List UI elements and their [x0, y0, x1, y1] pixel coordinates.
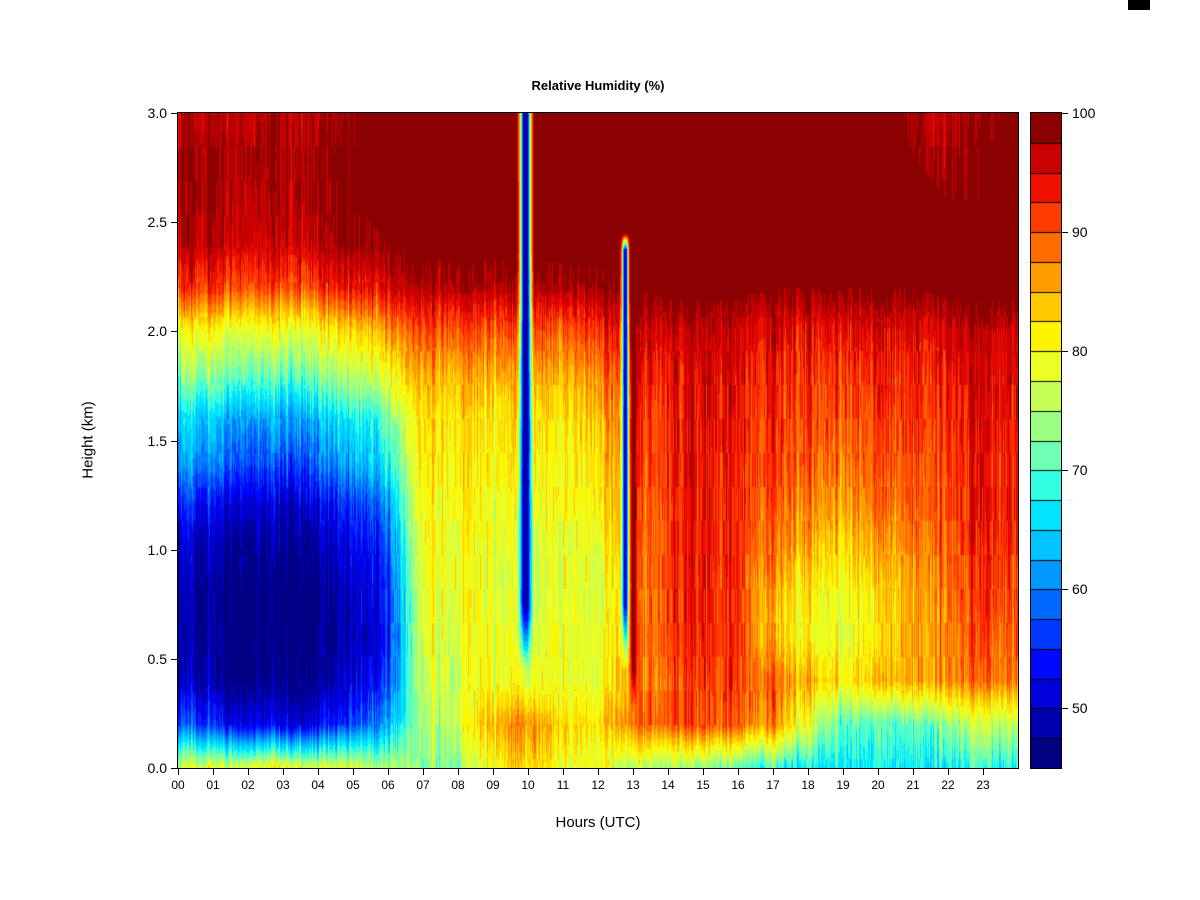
x-tick-label: 11 [556, 778, 570, 792]
x-tick-label: 23 [976, 778, 990, 792]
x-tick-label: 01 [206, 778, 220, 792]
x-tick [843, 769, 844, 775]
x-tick [808, 769, 809, 775]
x-tick-label: 07 [416, 778, 430, 792]
colorbar-tick-label: 80 [1072, 343, 1088, 360]
y-tick-label: 3.0 [147, 105, 167, 121]
x-tick [353, 769, 354, 775]
x-tick-label: 18 [801, 778, 815, 792]
colorbar-tick-label: 70 [1072, 462, 1088, 479]
y-tick-label: 2.0 [147, 323, 167, 340]
x-tick [493, 769, 494, 775]
x-tick [248, 769, 249, 775]
x-tick-label: 21 [906, 778, 920, 792]
colorbar-tick [1062, 708, 1068, 710]
x-tick [948, 769, 949, 775]
colorbar-tick-label: 50 [1072, 700, 1088, 717]
corner-mark [1128, 0, 1150, 10]
colorbar-tick-label: 100 [1072, 105, 1096, 121]
x-tick [178, 769, 179, 775]
colorbar-tick [1062, 589, 1068, 591]
x-tick-label: 20 [871, 778, 885, 792]
y-tick [171, 331, 177, 333]
x-tick-label: 04 [311, 778, 325, 792]
x-tick-label: 13 [626, 778, 640, 792]
y-tick [171, 222, 177, 224]
x-tick [598, 769, 599, 775]
y-axis-title: Height (km) [79, 401, 97, 479]
colorbar-tick-label: 60 [1072, 581, 1088, 598]
x-tick-label: 08 [451, 778, 465, 792]
x-tick [318, 769, 319, 775]
x-tick-label: 14 [661, 778, 675, 792]
x-tick [388, 769, 389, 775]
x-tick [633, 769, 634, 775]
y-tick-label: 1.5 [147, 432, 167, 449]
x-axis-title: Hours (UTC) [555, 814, 641, 831]
y-tick [171, 658, 177, 660]
colorbar [1030, 112, 1062, 769]
colorbar-tick [1062, 470, 1068, 472]
x-tick-label: 05 [346, 778, 360, 792]
colorbar-tick [1062, 113, 1068, 114]
x-tick-label: 09 [486, 778, 500, 792]
y-tick [171, 549, 177, 551]
x-tick [283, 769, 284, 775]
y-tick-label: 0.0 [147, 760, 167, 776]
x-tick [458, 769, 459, 775]
colorbar-canvas [1031, 113, 1061, 768]
y-tick-label: 0.5 [147, 650, 167, 667]
x-tick-label: 15 [696, 778, 710, 792]
y-tick-label: 1.0 [147, 541, 167, 558]
y-tick [171, 768, 177, 769]
colorbar-tick [1062, 351, 1068, 353]
x-tick-label: 17 [766, 778, 780, 792]
y-tick [171, 440, 177, 442]
x-tick [773, 769, 774, 775]
chart-title: Relative Humidity (%) [531, 78, 665, 93]
x-tick [703, 769, 704, 775]
x-tick [913, 769, 914, 775]
x-tick [213, 769, 214, 775]
x-tick [878, 769, 879, 775]
colorbar-tick [1062, 232, 1068, 234]
x-tick-label: 12 [591, 778, 605, 792]
x-tick [738, 769, 739, 775]
x-tick [423, 769, 424, 775]
x-tick-label: 10 [521, 778, 535, 792]
x-tick-label: 03 [276, 778, 290, 792]
x-tick-label: 16 [731, 778, 745, 792]
y-tick-label: 2.5 [147, 214, 167, 231]
x-tick-label: 02 [241, 778, 255, 792]
plot-area [177, 112, 1019, 769]
x-tick [528, 769, 529, 775]
x-tick-label: 06 [381, 778, 395, 792]
y-tick [171, 113, 177, 114]
heatmap-canvas [178, 113, 1018, 768]
x-tick [668, 769, 669, 775]
x-tick-label: 19 [836, 778, 850, 792]
x-tick [563, 769, 564, 775]
colorbar-tick-label: 90 [1072, 224, 1088, 241]
x-tick-label: 22 [941, 778, 955, 792]
x-tick [983, 769, 984, 775]
x-tick-label: 00 [171, 778, 185, 792]
